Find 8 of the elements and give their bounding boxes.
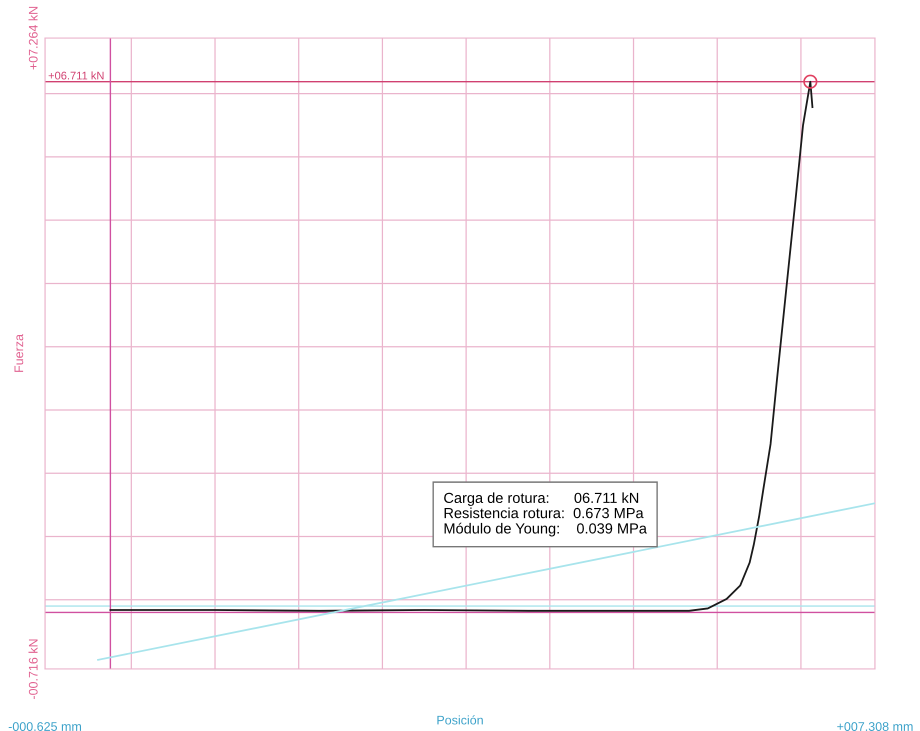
x-tick-label: +007.308 mm bbox=[837, 722, 913, 731]
x-axis-title: Posición bbox=[437, 715, 483, 725]
annotation: Carga de rotura: 06.711 kN Resistencia rotura: 0.673 MPa Módulo de Young: 0.039 MPa bbox=[444, 492, 647, 536]
x-tick-label: -000.625 mm bbox=[8, 722, 81, 731]
y-tick-label: +07.264 kN bbox=[28, 6, 38, 70]
y-axis-title: Fuerza bbox=[14, 334, 24, 372]
ref-line-label: +06.711 kN bbox=[48, 71, 104, 80]
y-tick-label: -00.716 kN bbox=[28, 639, 38, 700]
